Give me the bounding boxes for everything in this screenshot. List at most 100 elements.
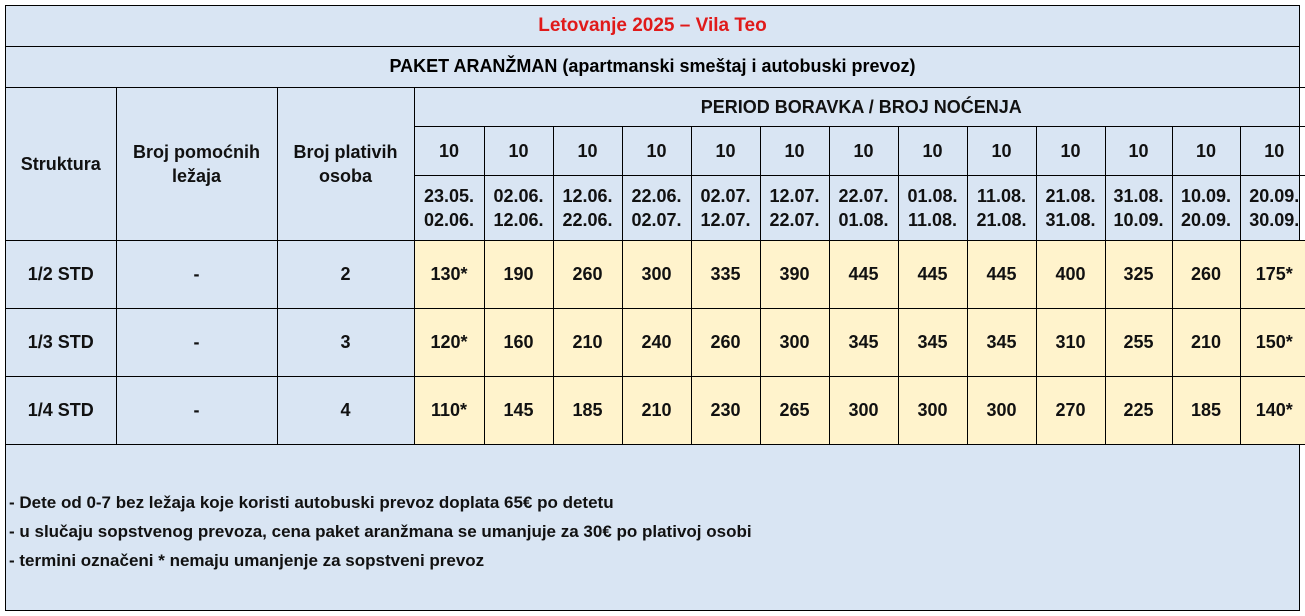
price-cell: 270 (1035, 376, 1106, 445)
period-dates-cell: 01.08. 11.08. (897, 175, 968, 241)
table-row: 1/4 STD -4 110* 145 185 210 230 265 300 300 300 270… (6, 376, 1305, 445)
header-paying-persons-line1: Broj plativih (293, 142, 398, 162)
nights-cell: 10 (414, 126, 485, 176)
price-cell: 335 (690, 240, 761, 309)
price-cell: 445 (966, 240, 1037, 309)
period-start-date: 23.05. (423, 186, 475, 206)
price-cell: 300 (621, 240, 692, 309)
header-extra-beds-line2: ležaja (171, 166, 222, 186)
period-end-date: 21.08. (976, 210, 1027, 230)
extra-beds-cell: - (115, 308, 278, 377)
period-start-date: 10.09. (1180, 186, 1232, 206)
price-cell: 390 (759, 240, 830, 309)
price-cell: 345 (897, 308, 968, 377)
period-end-date: 01.08. (838, 210, 889, 230)
note-line: - u slučaju sopstvenog prevoza, cena pak… (9, 522, 752, 541)
period-end-date: 12.07. (700, 210, 751, 230)
period-dates-cell: 12.07. 22.07. (759, 175, 830, 241)
price-cell: 260 (690, 308, 761, 377)
header-period: PERIOD BORAVKA / BROJ NOĆENJA (413, 87, 1305, 127)
period-dates-cell: 11.08. 21.08. (966, 175, 1037, 241)
package-subtitle: PAKET ARANŽMAN (apartmanski smeštaj i au… (6, 46, 1299, 88)
paying-persons-cell: 3 (276, 308, 415, 377)
period-dates-cell: 02.07. 12.07. (690, 175, 761, 241)
price-cell: 210 (621, 376, 692, 445)
price-cell: 345 (966, 308, 1037, 377)
price-cell: 310 (1035, 308, 1106, 377)
period-dates-cell: 10.09. 20.09. (1171, 175, 1241, 241)
price-cell: 130* (413, 240, 485, 309)
price-cell: 160 (483, 308, 554, 377)
price-cell: 210 (552, 308, 623, 377)
nights-cell: 10 (759, 126, 830, 176)
period-start-date: 22.06. (631, 186, 682, 206)
period-end-date: 31.08. (1045, 210, 1096, 230)
nights-cell: 10 (1171, 126, 1241, 176)
period-end-date: 22.06. (562, 210, 613, 230)
price-cell: 325 (1104, 240, 1173, 309)
period-end-date: 12.06. (493, 210, 544, 230)
period-dates-cell: 12.06. 22.06. (552, 175, 623, 241)
price-cell: 260 (1171, 240, 1241, 309)
extra-beds-cell: - (115, 240, 278, 309)
price-cell: 140* (1239, 376, 1305, 445)
structure-cell: 1/4 STD (6, 376, 117, 445)
header-paying-persons: Broj plativih osoba (276, 87, 415, 241)
nights-cell: 10 (1239, 126, 1305, 176)
period-dates-cell: 22.07. 01.08. (828, 175, 899, 241)
period-dates-cell: 31.08. 10.09. (1104, 175, 1173, 241)
note-line: - Dete od 0-7 bez ležaja koje koristi au… (9, 493, 614, 512)
nights-cell: 10 (1104, 126, 1173, 176)
price-cell: 150* (1239, 308, 1305, 377)
period-start-date: 01.08. (907, 186, 958, 206)
price-cell: 240 (621, 308, 692, 377)
period-end-date: 10.09. (1113, 210, 1164, 230)
price-cell: 300 (759, 308, 830, 377)
price-cell: 300 (897, 376, 968, 445)
price-cell: 185 (552, 376, 623, 445)
price-cell: 445 (828, 240, 899, 309)
nights-cell: 10 (966, 126, 1037, 176)
paying-persons-cell: 4 (276, 376, 415, 445)
table-row: 1/2 STD -2 130* 190 260 300 335 390 445 445 445 400… (6, 240, 1305, 309)
price-cell: 175* (1239, 240, 1305, 309)
period-start-date: 12.07. (769, 186, 820, 206)
price-cell: 190 (483, 240, 554, 309)
price-sheet: Letovanje 2025 – Vila Teo PAKET ARANŽMAN… (5, 5, 1305, 611)
price-cell: 210 (1171, 308, 1241, 377)
extra-beds-cell: - (115, 376, 278, 445)
price-cell: 185 (1171, 376, 1241, 445)
price-cell: 120* (413, 308, 485, 377)
price-cell: 445 (897, 240, 968, 309)
paying-persons-cell: 2 (276, 240, 415, 309)
period-end-date: 30.09. (1249, 210, 1300, 230)
price-cell: 400 (1035, 240, 1106, 309)
price-table: Struktura Broj pomoćnih ležaja Broj plat… (6, 87, 1305, 445)
price-cell: 230 (690, 376, 761, 445)
header-extra-beds-line1: Broj pomoćnih (133, 142, 260, 162)
period-start-date: 21.08. (1045, 186, 1096, 206)
price-cell: 345 (828, 308, 899, 377)
price-cell: 300 (966, 376, 1037, 445)
nights-cell: 10 (690, 126, 761, 176)
period-start-date: 02.06. (493, 186, 544, 206)
period-end-date: 02.06. (423, 210, 475, 230)
period-start-date: 20.09. (1249, 186, 1300, 206)
period-end-date: 20.09. (1180, 210, 1232, 230)
header-extra-beds: Broj pomoćnih ležaja (115, 87, 278, 241)
price-cell: 265 (759, 376, 830, 445)
price-cell: 255 (1104, 308, 1173, 377)
note-line: - termini označeni * nemaju umanjenje za… (9, 551, 485, 570)
period-start-date: 22.07. (838, 186, 889, 206)
price-cell: 145 (483, 376, 554, 445)
period-end-date: 02.07. (631, 210, 682, 230)
period-start-date: 12.06. (562, 186, 613, 206)
period-end-date: 22.07. (769, 210, 820, 230)
nights-cell: 10 (828, 126, 899, 176)
nights-cell: 10 (1035, 126, 1106, 176)
notes: - Dete od 0-7 bez ležaja koje koristi au… (9, 488, 752, 575)
page-title: Letovanje 2025 – Vila Teo (6, 6, 1299, 47)
price-cell: 225 (1104, 376, 1173, 445)
period-start-date: 31.08. (1113, 186, 1164, 206)
period-dates-cell: 22.06. 02.07. (621, 175, 692, 241)
